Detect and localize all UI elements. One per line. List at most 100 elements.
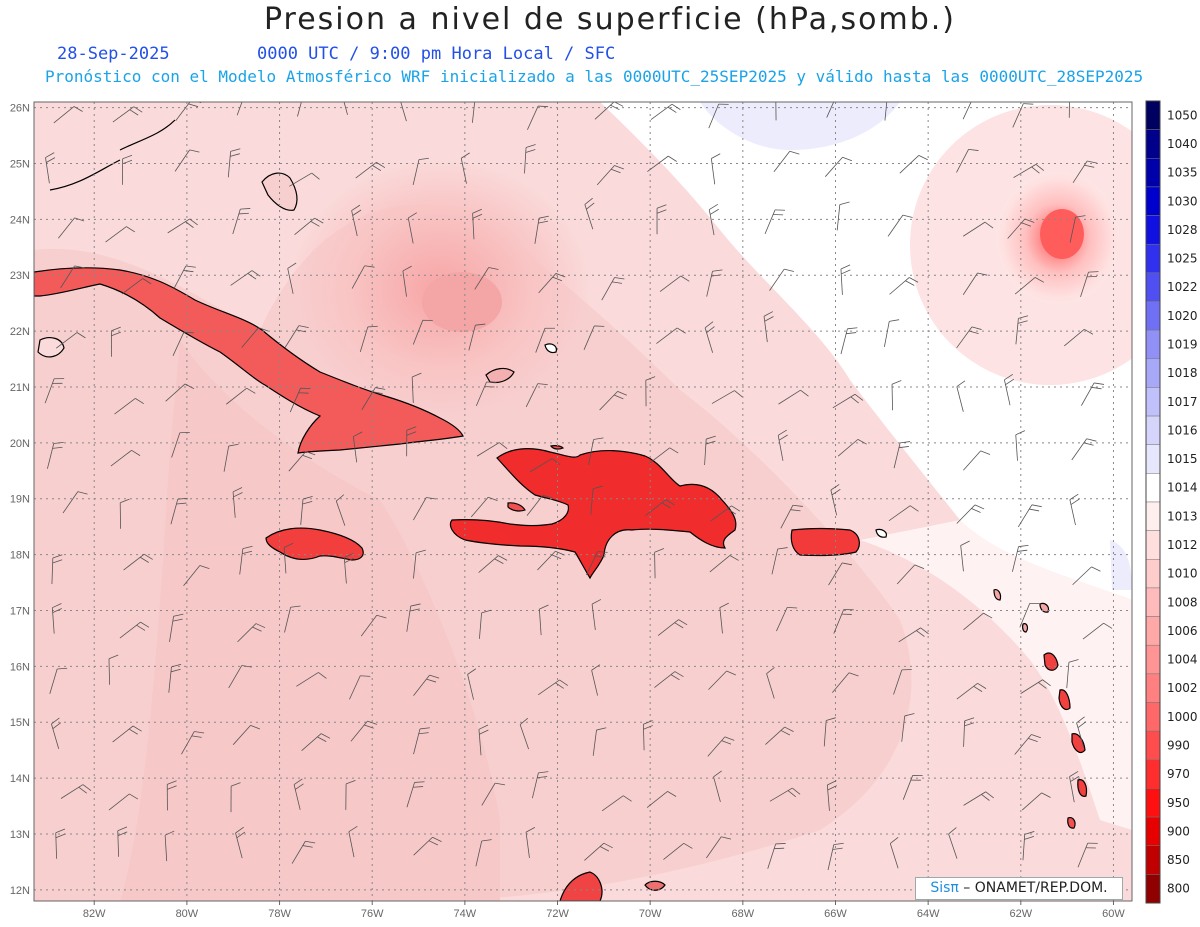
wind-barb: [108, 654, 119, 685]
lon-tick-label: 70W: [639, 908, 662, 920]
map-title: Presion a nivel de superficie (hPa,somb.…: [263, 2, 957, 37]
wind-barb: [706, 269, 723, 297]
wind-barb: [584, 197, 595, 230]
lon-tick-label: 64W: [917, 908, 940, 920]
wind-barb: [1012, 103, 1034, 128]
wind-barb: [474, 267, 499, 290]
wind-barb: [584, 842, 613, 861]
wind-barb: [51, 554, 63, 585]
legend-label: 1012: [1167, 538, 1198, 552]
legend-swatch: [1145, 874, 1161, 904]
wind-barb: [45, 152, 56, 184]
legend-swatch: [1145, 702, 1161, 732]
wind-barb: [836, 201, 850, 231]
legend-label: 1004: [1167, 653, 1198, 667]
wind-barb: [778, 389, 809, 405]
wind-barb: [764, 209, 786, 235]
st-lucia: [1077, 779, 1088, 797]
legend-label: 950: [1167, 796, 1190, 810]
wind-barb: [594, 102, 624, 120]
wind-barb: [181, 731, 205, 755]
wind-barb: [1077, 842, 1098, 868]
wind-barb: [361, 387, 386, 410]
wind-barb: [475, 381, 497, 407]
wind-barb: [412, 319, 433, 345]
wind-barb: [963, 791, 994, 806]
wind-barb: [963, 717, 975, 747]
legend-swatch: [1145, 616, 1161, 646]
wind-barb: [105, 226, 136, 243]
legend-label: 900: [1167, 824, 1190, 838]
legend-swatch: [1145, 158, 1161, 188]
wind-barb: [112, 106, 143, 123]
wind-barb: [902, 775, 923, 800]
legend-swatch: [1145, 215, 1161, 245]
wind-barb: [108, 793, 139, 811]
wind-barb: [335, 494, 346, 526]
valid-date: 28-Sep-2025: [57, 44, 170, 64]
wind-barb: [345, 780, 356, 810]
wind-barb: [529, 458, 561, 473]
wind-barb: [402, 265, 412, 297]
legend-swatch: [1145, 644, 1161, 675]
wind-barb: [1017, 504, 1042, 528]
legend-label: 970: [1167, 767, 1190, 781]
wind-barb: [476, 442, 508, 457]
legend-swatch: [1145, 186, 1161, 216]
wind-barb: [769, 787, 801, 802]
wind-barb: [1015, 315, 1029, 345]
wind-barb: [413, 727, 430, 755]
lon-tick-label: 80W: [176, 908, 199, 920]
wind-barb: [1081, 382, 1105, 406]
wind-barb: [406, 781, 425, 808]
wind-barb: [1071, 438, 1097, 461]
wind-barb: [535, 327, 555, 353]
sispi-logo: Sisπ: [930, 880, 959, 896]
wind-barb: [956, 326, 982, 349]
legend-label: 850: [1167, 853, 1190, 867]
wind-barbs: [44, 102, 1113, 871]
bahamas-low-core: [422, 272, 502, 332]
wind-barb: [776, 606, 798, 632]
wind-barb: [537, 550, 565, 571]
wind-barb: [1007, 218, 1035, 239]
wind-barb: [956, 148, 979, 173]
wind-barb: [1014, 734, 1041, 755]
wind-barb: [343, 552, 354, 584]
wind-barb: [704, 435, 716, 466]
wind-barb: [775, 102, 777, 121]
wind-barb: [227, 148, 241, 178]
legend-label: 1028: [1167, 223, 1198, 237]
wind-barb: [226, 387, 256, 405]
wind-barb: [780, 504, 803, 529]
wind-barb: [525, 383, 548, 408]
wind-barb: [1013, 164, 1044, 178]
wind-barb: [654, 671, 684, 688]
land-areas: [34, 119, 1088, 901]
wind-barb: [763, 311, 774, 343]
wind-barb: [359, 325, 378, 352]
wind-barb: [719, 602, 729, 634]
legend-label: 1019: [1167, 337, 1198, 351]
wind-barb: [767, 843, 786, 869]
lat-lon-grid: [34, 102, 1132, 901]
wind-barb: [887, 214, 913, 237]
legend-swatch: [1145, 759, 1161, 789]
wind-barb: [538, 273, 566, 294]
wind-barb: [289, 172, 320, 187]
wind-barb: [55, 332, 86, 349]
wind-barb: [524, 144, 536, 174]
wind-barb: [707, 736, 735, 757]
legend-swatch: [1145, 559, 1161, 589]
wind-barb: [583, 325, 605, 350]
wind-barb: [475, 839, 492, 867]
plot-area: [34, 102, 1132, 901]
lon-tick-label: 60W: [1102, 908, 1125, 920]
wind-barb: [710, 505, 741, 522]
wind-barb: [777, 429, 788, 461]
wind-barb: [237, 623, 266, 643]
legend-swatch: [1145, 788, 1161, 818]
legend-swatch: [1145, 358, 1161, 388]
wind-barb: [352, 431, 363, 463]
wind-barb: [291, 840, 316, 864]
